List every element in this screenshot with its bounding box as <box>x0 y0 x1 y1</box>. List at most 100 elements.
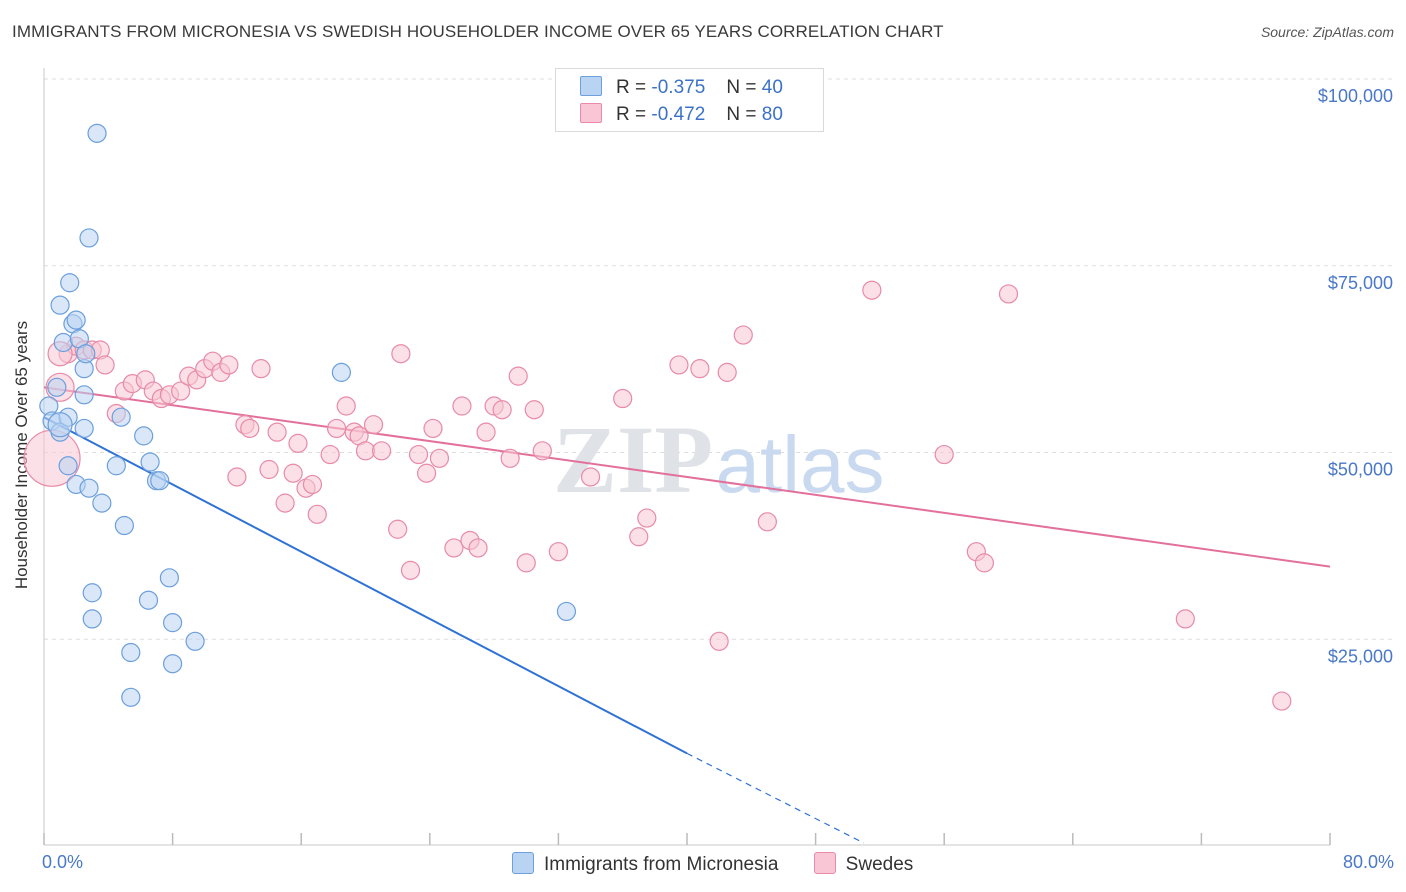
swedes-point <box>1175 609 1195 629</box>
source-credit: Source: ZipAtlas.com <box>1260 24 1394 40</box>
swedes-point <box>709 631 729 651</box>
swedes-point <box>408 444 429 465</box>
micronesia-point <box>114 515 134 536</box>
micronesia-point <box>150 471 170 491</box>
micronesia-point <box>331 362 351 382</box>
x-tick-label-min: 0.0% <box>42 852 84 872</box>
swedes-point <box>363 415 384 435</box>
swedes-point <box>240 418 260 439</box>
swedes-point <box>423 418 443 439</box>
data-points <box>23 123 1292 711</box>
y-tick-labels: $25,000 $50,000 $75,000 $100,000 <box>1318 86 1393 666</box>
micronesia-point <box>92 493 112 513</box>
micronesia-point <box>82 583 102 603</box>
swedes-point <box>690 359 710 379</box>
swedes-point <box>429 448 450 468</box>
legend-swatch-pink <box>580 103 602 123</box>
legend-swatch-blue <box>512 852 534 874</box>
swedes-point <box>307 504 327 524</box>
micronesia-point <box>47 412 73 438</box>
swedes-point <box>219 355 239 375</box>
swedes-point <box>500 448 520 468</box>
legend-r-label: R = <box>616 77 647 98</box>
legend-swatch-pink <box>813 852 836 874</box>
swedes-point <box>733 325 753 345</box>
micronesia-point <box>79 228 99 248</box>
swedes-point <box>320 444 340 465</box>
watermark-zip: ZIP <box>553 406 713 513</box>
swedes-point <box>532 441 552 461</box>
swedes-point <box>717 362 737 382</box>
swedes-point <box>371 441 392 461</box>
swedes-point <box>452 396 472 416</box>
legend-row-micronesia: R = -0.375 N = 40 <box>580 76 783 99</box>
swedes-point <box>580 467 601 487</box>
grid-lines <box>44 78 1393 640</box>
swedes-point <box>171 381 191 401</box>
micronesia-point <box>74 385 94 405</box>
swedes-point <box>669 355 689 375</box>
swedes-point <box>416 463 437 483</box>
swedes-point <box>302 474 323 495</box>
swedes-point <box>613 388 633 409</box>
legend-n-value-swedes: 80 <box>761 104 783 125</box>
swedes-point <box>388 519 408 539</box>
y-tick-label: $75,000 <box>1328 273 1393 293</box>
watermark-atlas: atlas <box>716 420 885 509</box>
swedes-point <box>862 280 882 300</box>
swedes-point <box>444 538 464 558</box>
swedes-point <box>934 444 954 465</box>
legend-n-label: N = <box>726 77 757 98</box>
micronesia-point <box>163 613 183 633</box>
micronesia-point <box>185 631 205 651</box>
swedes-point <box>637 508 657 528</box>
swedes-point <box>757 512 777 532</box>
legend-label-swedes: Swedes <box>845 854 914 875</box>
swedes-point <box>974 553 994 573</box>
micronesia-point <box>87 123 107 143</box>
swedes-point <box>468 538 488 558</box>
legend-r-value-swedes: -0.472 <box>651 104 706 125</box>
y-tick-label: $50,000 <box>1328 460 1393 480</box>
swedes-point <box>492 400 512 420</box>
swedes-point <box>267 422 287 442</box>
legend-row-swedes: R = -0.472 N = 80 <box>580 103 783 126</box>
swedes-trend-line <box>43 386 1331 568</box>
legend-n-value-micronesia: 40 <box>761 77 783 98</box>
swedes-point <box>548 542 569 562</box>
micronesia-point <box>76 344 96 364</box>
micronesia-point <box>138 590 159 610</box>
y-tick-label: $25,000 <box>1328 646 1393 666</box>
micronesia-point <box>121 642 141 663</box>
legend-n-label: N = <box>726 104 757 125</box>
micronesia-point <box>53 332 73 353</box>
x-tick-label-max: 80.0% <box>1342 852 1394 872</box>
micronesia-point <box>134 426 154 446</box>
swedes-point <box>95 355 115 375</box>
stats-legend: R = -0.375 N = 40 R = -0.472 N = 80 <box>555 68 824 132</box>
micronesia-point <box>66 310 86 330</box>
swedes-point <box>476 422 496 442</box>
legend-label-micronesia: Immigrants from Micronesia <box>544 854 779 875</box>
y-tick-label: $100,000 <box>1318 86 1393 106</box>
swedes-point <box>336 396 356 416</box>
micronesia-point <box>556 601 577 622</box>
micronesia-point <box>79 478 99 498</box>
swedes-point <box>516 553 536 573</box>
swedes-point <box>283 463 303 483</box>
micronesia-point <box>159 568 179 588</box>
swedes-point <box>355 441 376 461</box>
swedes-point <box>998 284 1019 304</box>
watermark: ZIP atlas <box>553 406 885 513</box>
micronesia-point <box>58 456 78 476</box>
series-legend: Immigrants from Micronesia Swedes <box>512 852 943 876</box>
swedes-point <box>259 459 279 480</box>
swedes-point <box>288 433 308 453</box>
chart-title: IMMIGRANTS FROM MICRONESIA VS SWEDISH HO… <box>12 22 944 41</box>
swedes-point <box>275 493 295 513</box>
swedes-point <box>400 560 421 580</box>
legend-r-label: R = <box>616 104 647 125</box>
swedes-point <box>1272 691 1292 711</box>
swedes-point <box>391 344 411 364</box>
